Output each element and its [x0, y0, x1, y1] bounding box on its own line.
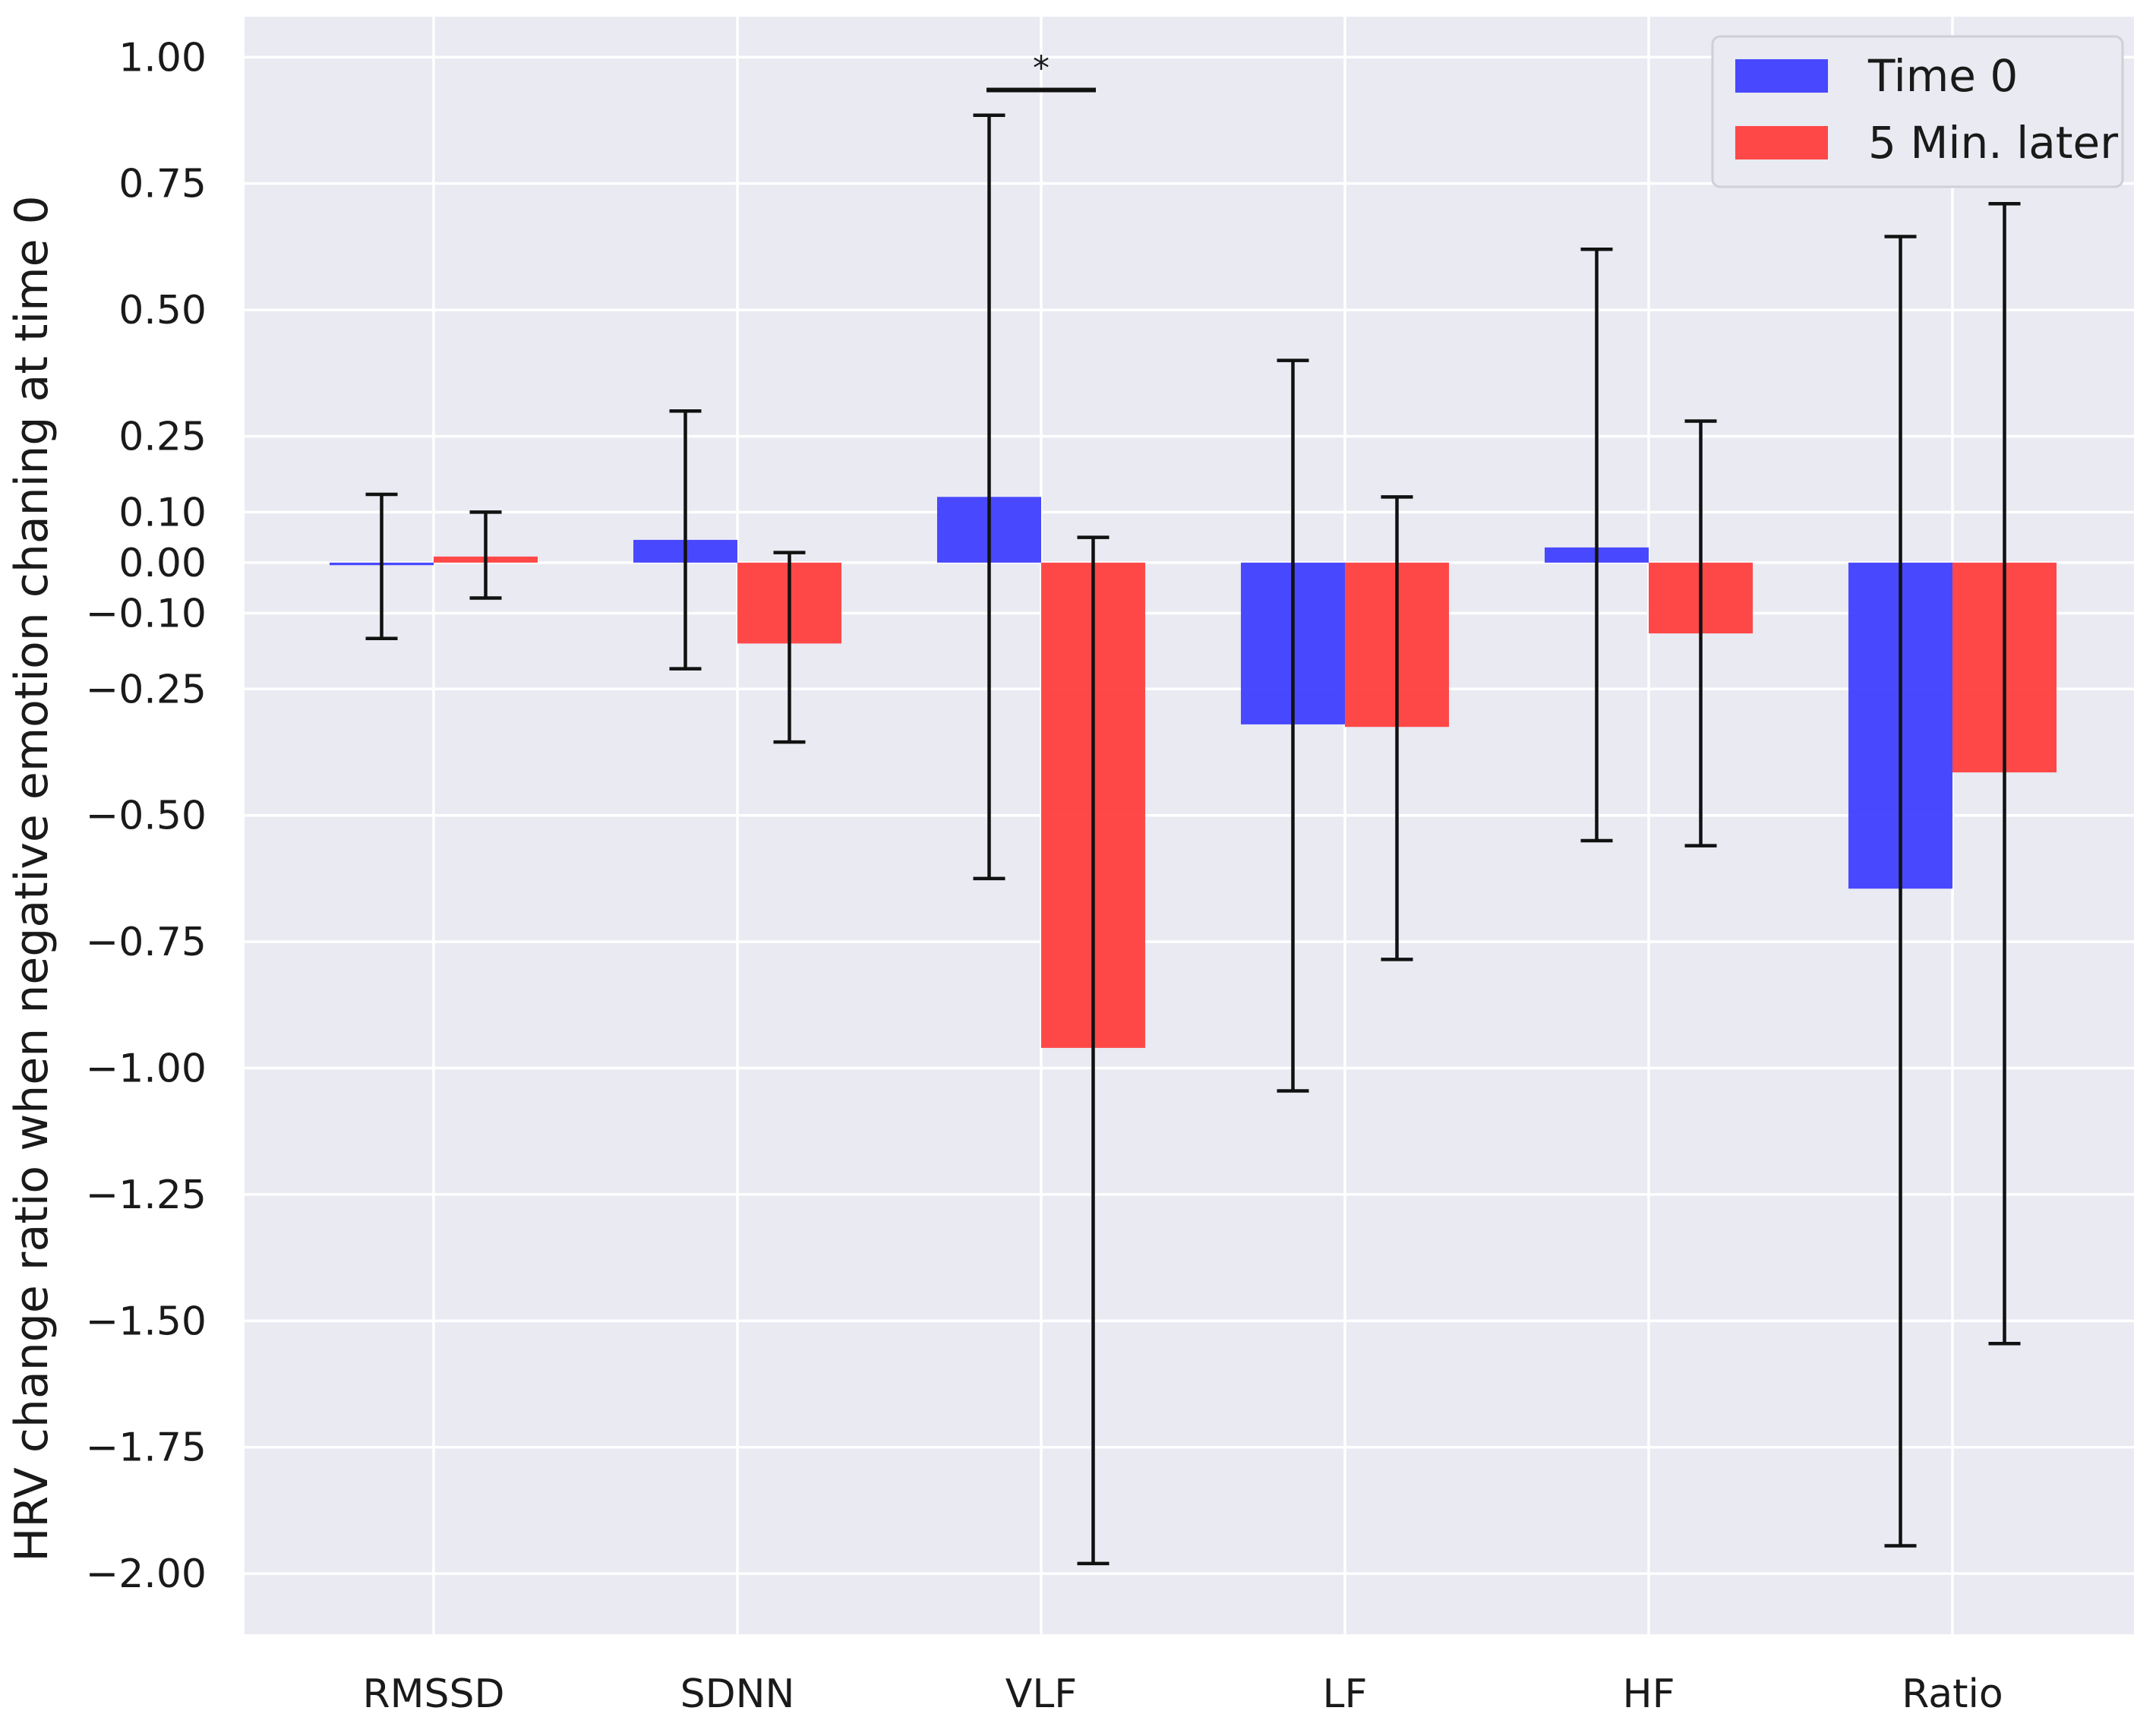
legend: Time 0 5 Min. later [1711, 35, 2124, 188]
legend-label: 5 Min. later [1868, 117, 2118, 169]
x-tick-label: Ratio [1902, 1671, 2003, 1717]
y-tick-label: −1.25 [86, 1173, 207, 1218]
y-tick-label: −0.75 [86, 920, 207, 965]
y-tick-label: 0.75 [118, 162, 207, 207]
y-axis-label: HRV change ratio when negative emotion c… [5, 195, 58, 1561]
y-tick-label: 0.25 [118, 414, 207, 459]
annotations: * [986, 49, 1096, 93]
significance-marker: * [1033, 49, 1050, 88]
x-tick-labels: RMSSD SDNN VLF LF HF Ratio [362, 1671, 2003, 1717]
y-tick-label: −1.00 [86, 1046, 207, 1092]
x-tick-label: VLF [1005, 1671, 1077, 1717]
plot-background [245, 17, 2134, 1634]
y-tick-label: −0.50 [86, 794, 207, 839]
x-tick-label: LF [1323, 1671, 1368, 1717]
legend-label: Time 0 [1867, 50, 2018, 102]
x-tick-label: RMSSD [362, 1671, 504, 1717]
legend-swatch [1735, 59, 1828, 93]
y-tick-label: 0.00 [118, 541, 207, 586]
y-tick-label: 1.00 [118, 35, 207, 80]
x-tick-label: HF [1622, 1671, 1675, 1717]
y-tick-label: 0.50 [118, 288, 207, 333]
y-tick-label: −1.75 [86, 1425, 207, 1471]
horizontal-gridlines [245, 55, 2134, 1575]
error-bars [365, 113, 2021, 1566]
y-tick-labels: 1.00 0.75 0.50 0.25 0.10 0.00 −0.10 −0.25 −0.50 −… [86, 35, 207, 1597]
y-tick-label: −0.10 [86, 591, 207, 636]
y-tick-label: 0.10 [118, 490, 207, 535]
y-tick-label: −1.50 [86, 1299, 207, 1344]
y-tick-label: −0.25 [86, 667, 207, 712]
y-tick-label: −2.00 [86, 1551, 207, 1597]
legend-swatch [1735, 126, 1828, 159]
x-tick-label: SDNN [680, 1671, 795, 1717]
